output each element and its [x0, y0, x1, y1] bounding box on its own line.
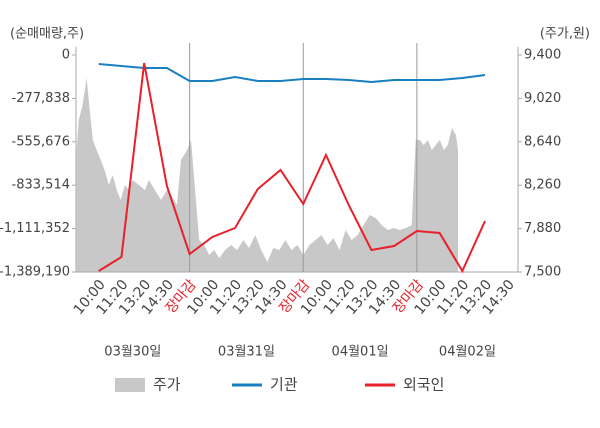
y2-tick-label: 9,400: [524, 48, 561, 63]
day-label: 04월01일: [332, 345, 389, 360]
y-tick-label: 0: [62, 48, 70, 63]
legend-label: 주가: [153, 376, 181, 394]
y-tick-label: -555,676: [12, 134, 70, 149]
y2-unit-label: (주가,원): [540, 27, 590, 42]
y2-tick-label: 9,020: [524, 91, 561, 106]
y-tick-label: -1,111,352: [0, 221, 70, 236]
series-line: [98, 62, 486, 274]
day-label: 03월31일: [218, 345, 275, 360]
day-label: 04월02일: [439, 345, 496, 360]
y2-tick-label: 8,640: [524, 134, 561, 149]
legend-label: 기관: [270, 376, 298, 394]
y2-tick-label: 7,500: [524, 265, 561, 280]
y-tick-label: -277,838: [12, 91, 70, 106]
y-tick-label: -1,389,190: [0, 265, 70, 280]
series-line: [98, 63, 486, 83]
y-unit-label: (순매매량,주): [10, 27, 84, 42]
price-area: [76, 77, 459, 272]
legend-label: 외국인: [403, 376, 444, 394]
day-label: 03월30일: [104, 345, 161, 360]
y2-tick-label: 8,260: [524, 178, 561, 193]
legend-swatch: [115, 378, 145, 392]
y-tick-label: -833,514: [12, 178, 70, 193]
y2-tick-label: 7,880: [524, 221, 561, 236]
